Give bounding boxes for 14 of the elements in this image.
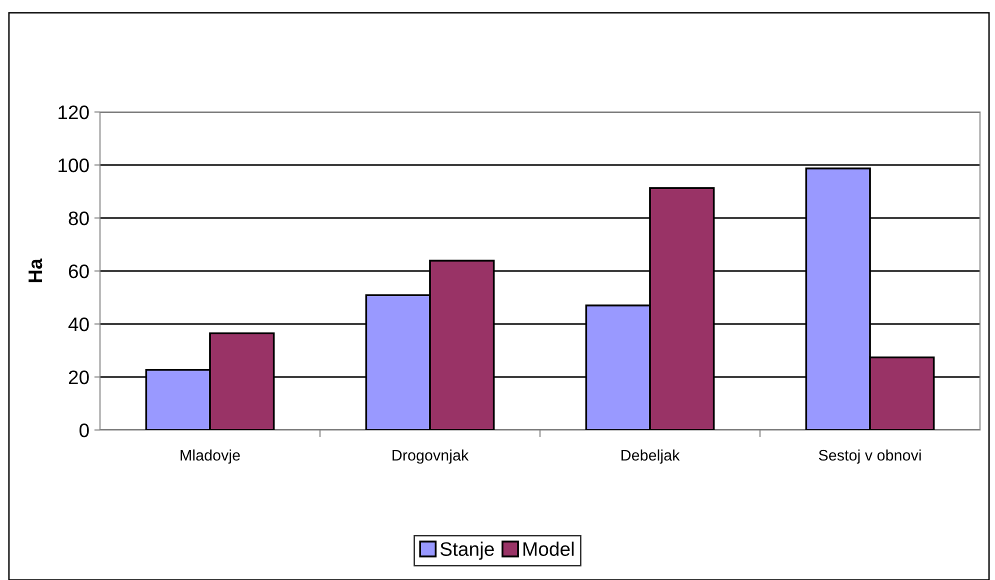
y-tick-label: 20 — [68, 370, 89, 384]
y-tick-label: 100 — [58, 158, 89, 172]
x-tick-label: Sestoj v obnovi — [818, 449, 921, 464]
y-tick-label: 0 — [80, 423, 89, 438]
y-tick-label: 80 — [68, 211, 89, 226]
y-tick-label: 60 — [68, 264, 89, 278]
x-tick-label: Drogovnjak — [392, 449, 469, 464]
y-tick-label: 120 — [58, 105, 89, 120]
y-axis-title: Ha — [28, 258, 42, 282]
x-tick-label: Debeljak — [622, 449, 680, 464]
legend-label: Model — [524, 542, 574, 556]
legend-label: Stanje — [440, 542, 494, 560]
y-tick-label: 40 — [68, 317, 89, 332]
x-tick-label: Mladovje — [180, 449, 240, 464]
